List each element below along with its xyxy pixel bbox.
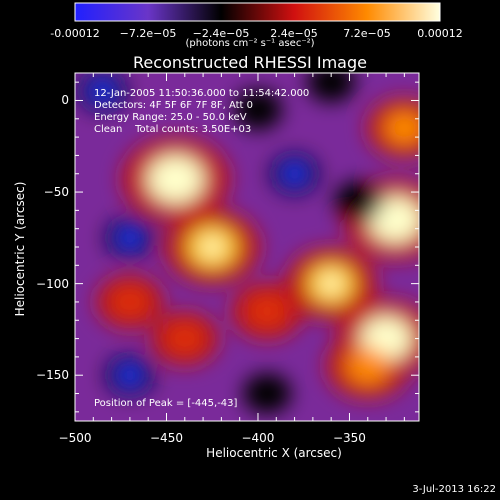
- colorbar-tick: 7.2e−05: [343, 27, 391, 40]
- y-tick-label: 0: [61, 93, 69, 108]
- dark-core: [117, 365, 142, 386]
- bright-core: [322, 274, 341, 293]
- bright-core: [203, 238, 222, 256]
- y-axis-label: Heliocentric Y (arcsec): [13, 181, 27, 317]
- colorbar-units: (photons cm⁻² s⁻¹ asec⁻²): [185, 38, 315, 49]
- dark-core: [117, 227, 142, 248]
- dark-core: [282, 163, 307, 184]
- colorbar-tick: 2.4e−05: [270, 27, 318, 40]
- colorbar-tick: 0.00012: [417, 27, 463, 40]
- annotation-peak: Position of Peak = [-445,-43]: [94, 398, 238, 409]
- bright-core: [386, 210, 405, 229]
- y-tick-label: −150: [36, 368, 69, 383]
- bright-source: [249, 295, 286, 328]
- x-tick-label: −400: [241, 431, 275, 445]
- y-tick-label: −100: [36, 276, 69, 291]
- annotation-detectors: Detectors: 4F 5F 6F 7F 8F, Att 0: [94, 100, 254, 111]
- bright-source: [112, 286, 147, 317]
- colorbar-tick: -0.00012: [50, 27, 100, 40]
- dark-source: [243, 373, 292, 414]
- dark-source: [233, 89, 282, 130]
- x-tick-label: −500: [58, 431, 92, 445]
- bright-source: [167, 323, 202, 354]
- bright-core: [377, 329, 396, 348]
- heatmap-area: [75, 73, 419, 421]
- colorbar-tick: −7.2e−05: [119, 27, 177, 40]
- x-tick-label: −450: [150, 431, 183, 445]
- annotation-method: Clean Total counts: 3.50E+03: [94, 124, 252, 135]
- x-axis-label: Heliocentric X (arcsec): [206, 446, 342, 460]
- chart-title: Reconstructed RHESSI Image: [133, 53, 367, 72]
- colorbar-tick: −2.4e−05: [192, 27, 250, 40]
- bright-core: [166, 170, 185, 189]
- dark-core: [90, 81, 115, 102]
- timestamp: 3-Jul-2013 16:22: [412, 484, 496, 495]
- x-tick-label: −350: [332, 431, 366, 445]
- y-tick-label: −50: [43, 185, 69, 200]
- bright-source: [346, 347, 390, 385]
- dark-source: [307, 73, 356, 103]
- dark-source: [334, 181, 383, 222]
- colorbar: [74, 2, 441, 22]
- annotation-time: 12-Jan-2005 11:50:36.000 to 11:54:42.000: [94, 88, 310, 99]
- bright-source: [385, 111, 419, 145]
- annotation-energy: Energy Range: 25.0 - 50.0 keV: [94, 112, 247, 123]
